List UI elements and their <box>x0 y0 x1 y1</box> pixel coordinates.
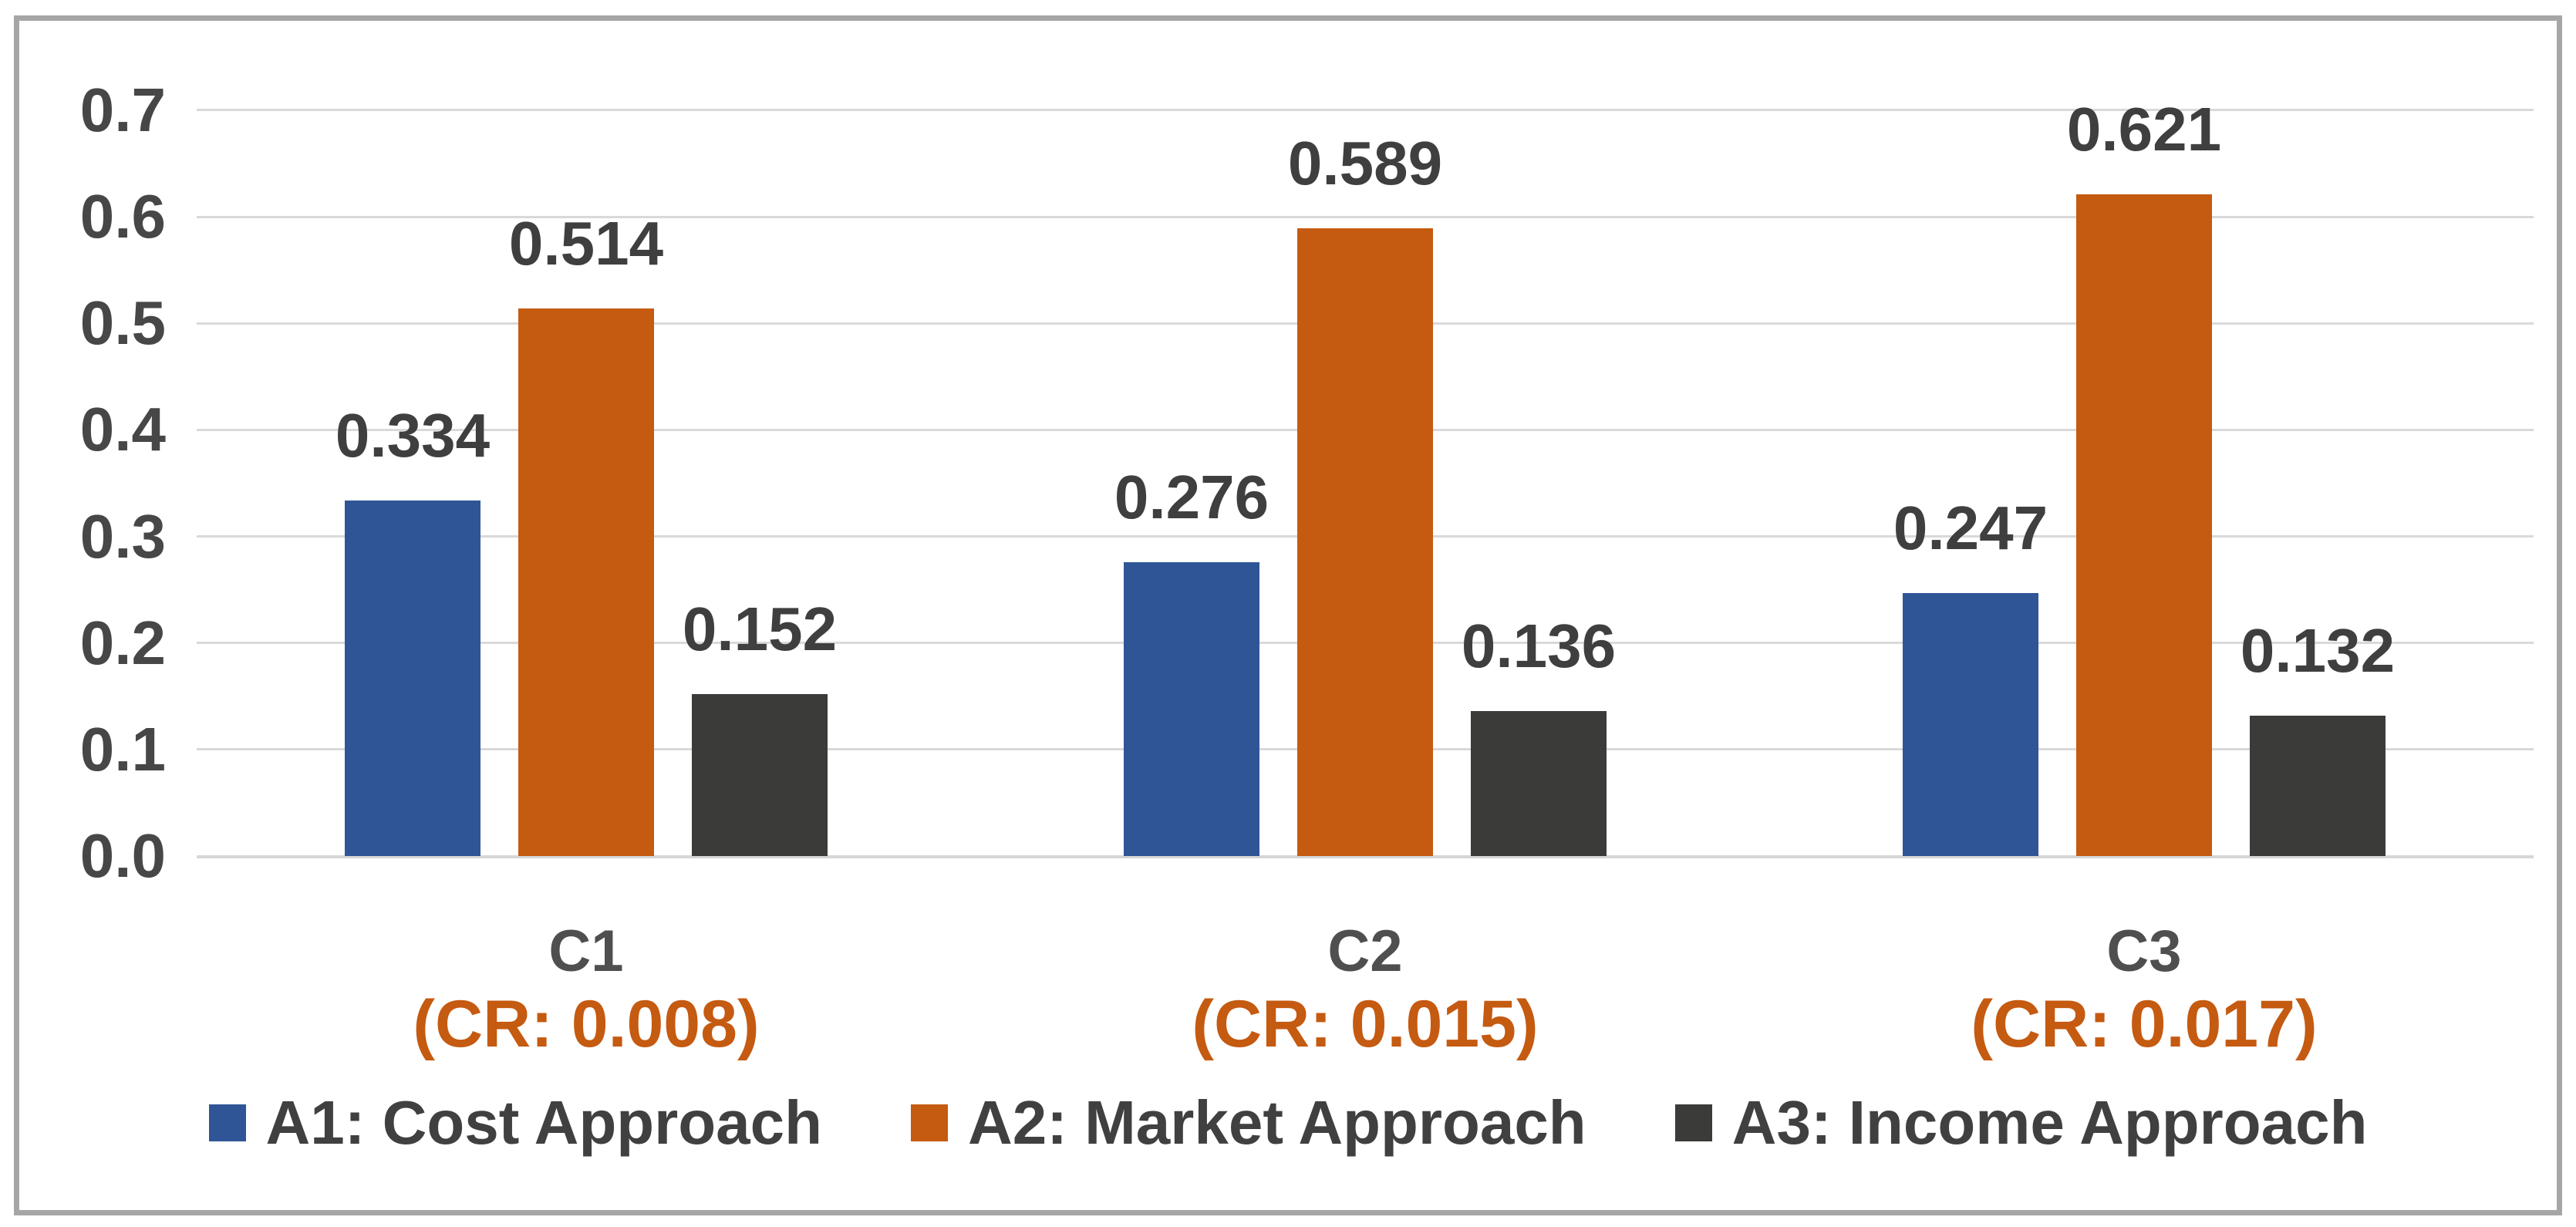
bar-a3-c1 <box>692 694 828 856</box>
bar-a2-c1 <box>518 308 654 856</box>
category-label-c3: C3 (CR: 0.017) <box>1797 918 2491 1063</box>
chart-legend: A1: Cost Approach A2: Market Approach A3… <box>0 1086 2576 1160</box>
y-axis-tick-0.3: 0.3 <box>79 502 166 571</box>
legend-marker-a3 <box>1674 1104 1712 1141</box>
bar-value-label: 0.247 <box>1893 494 2048 562</box>
bar-a1-c1 <box>345 501 480 856</box>
legend-label-a1: A1: Cost Approach <box>265 1088 823 1157</box>
gridline-0.0 <box>197 855 2534 858</box>
category-name: C1 <box>548 919 624 984</box>
category-name: C3 <box>2106 919 2182 984</box>
bar-value-label: 0.589 <box>1287 129 1443 197</box>
bar-a1-c2 <box>1124 562 1259 856</box>
category-label-c2: C2 (CR: 0.015) <box>1018 918 1712 1063</box>
bar-a3-c2 <box>1471 711 1607 856</box>
legend-item-a2: A2: Market Approach <box>911 1086 1586 1160</box>
legend-marker-a2 <box>911 1104 949 1141</box>
legend-label-a3: A3: Income Approach <box>1731 1088 2368 1157</box>
gridline-0.6 <box>197 216 2534 218</box>
legend-label-a2: A2: Market Approach <box>968 1088 1586 1157</box>
bar-value-label: 0.514 <box>508 209 664 278</box>
bar-value-label: 0.152 <box>682 595 838 663</box>
category-cr-label: (CR: 0.017) <box>1971 987 2318 1061</box>
y-axis-tick-0.5: 0.5 <box>79 288 166 357</box>
bar-value-label: 0.276 <box>1114 463 1269 531</box>
y-axis-tick-0.0: 0.0 <box>79 821 166 890</box>
bar-value-label: 0.621 <box>2066 95 2222 163</box>
y-axis-tick-0.4: 0.4 <box>79 395 166 463</box>
bar-a2-c3 <box>2076 194 2212 856</box>
category-cr-label: (CR: 0.008) <box>413 987 760 1061</box>
gridline-0.7 <box>197 109 2534 111</box>
y-axis-tick-0.6: 0.6 <box>79 182 166 251</box>
bar-a2-c2 <box>1297 228 1433 856</box>
bar-a1-c3 <box>1903 593 2038 856</box>
bar-a3-c3 <box>2250 716 2385 856</box>
legend-item-a3: A3: Income Approach <box>1674 1086 2368 1160</box>
y-axis-tick-0.2: 0.2 <box>79 608 166 677</box>
legend-marker-a1 <box>208 1104 246 1141</box>
bar-value-label: 0.132 <box>2240 616 2396 685</box>
legend-item-a1: A1: Cost Approach <box>208 1086 823 1160</box>
category-label-c1: C1 (CR: 0.008) <box>239 918 933 1063</box>
category-name: C2 <box>1327 919 1403 984</box>
bar-value-label: 0.334 <box>335 401 491 470</box>
y-axis-tick-0.1: 0.1 <box>79 715 166 784</box>
category-cr-label: (CR: 0.015) <box>1192 987 1539 1061</box>
y-axis-tick-0.7: 0.7 <box>79 76 166 144</box>
bar-value-label: 0.136 <box>1461 612 1617 680</box>
